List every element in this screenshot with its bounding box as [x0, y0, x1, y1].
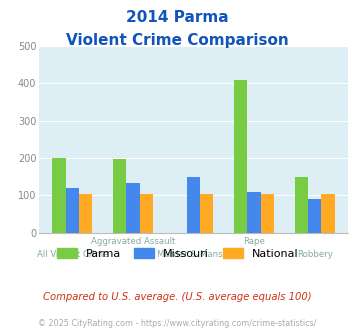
Legend: Parma, Missouri, National: Parma, Missouri, National [53, 244, 302, 263]
Bar [79, 194, 92, 233]
Text: 2014 Parma: 2014 Parma [126, 10, 229, 25]
Text: All Violent Crime: All Violent Crime [37, 250, 108, 259]
Bar [247, 192, 261, 233]
Bar [53, 158, 66, 233]
Text: Rape: Rape [243, 237, 265, 246]
Bar [113, 159, 126, 233]
Text: Violent Crime Comparison: Violent Crime Comparison [66, 33, 289, 48]
Text: © 2025 CityRating.com - https://www.cityrating.com/crime-statistics/: © 2025 CityRating.com - https://www.city… [38, 319, 317, 328]
Bar [140, 194, 153, 233]
Bar [295, 178, 308, 233]
Text: Aggravated Assault: Aggravated Assault [91, 237, 175, 246]
Bar [321, 194, 334, 233]
Text: Compared to U.S. average. (U.S. average equals 100): Compared to U.S. average. (U.S. average … [43, 292, 312, 302]
Bar [126, 183, 140, 233]
Bar [308, 199, 321, 233]
Text: Murder & Mans...: Murder & Mans... [157, 250, 230, 259]
Bar [234, 80, 247, 233]
Bar [66, 188, 79, 233]
Text: Robbery: Robbery [297, 250, 333, 259]
Bar [200, 194, 213, 233]
Bar [187, 177, 200, 233]
Bar [261, 194, 274, 233]
